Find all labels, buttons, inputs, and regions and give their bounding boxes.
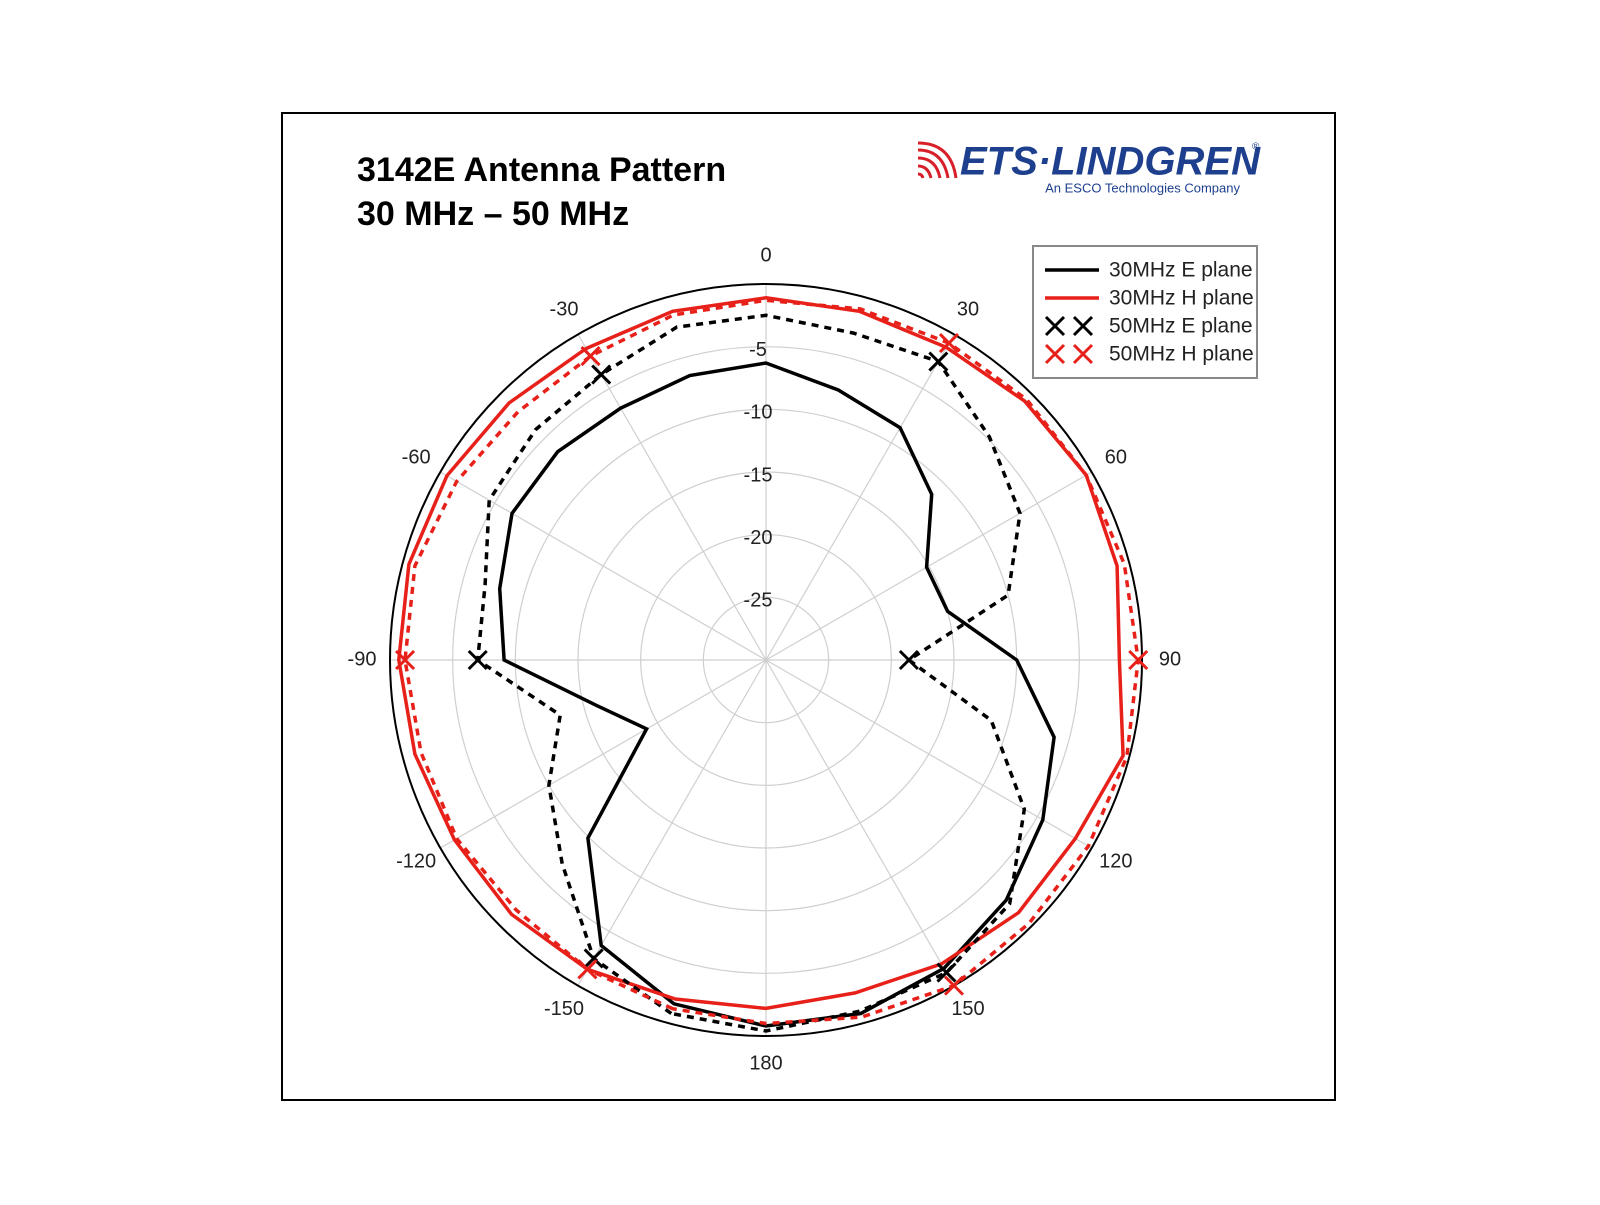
grid-spoke: [765, 471, 1092, 661]
theta-tick-label: -90: [348, 648, 377, 670]
theta-tick-label: 0: [760, 244, 771, 266]
series-marker: [943, 975, 965, 996]
series-marker: [928, 351, 949, 372]
theta-tick-label: -60: [402, 446, 431, 468]
legend-label: 50MHz E plane: [1109, 315, 1253, 338]
legend-marker: [1072, 343, 1094, 365]
series-marker: [577, 959, 598, 980]
theta-tick-label: 30: [957, 298, 979, 320]
series-line: [497, 361, 1056, 1028]
logo-name: ETS·LINDGREN: [960, 140, 1261, 184]
grid-spoke: [440, 659, 767, 849]
series-marker: [394, 649, 416, 671]
series-marker: [467, 649, 488, 671]
r-tick-label: -20: [744, 527, 773, 549]
series-line: [403, 298, 1140, 1026]
theta-tick-label: 120: [1099, 850, 1132, 872]
grid-spoke: [577, 334, 767, 661]
outer-circle: [389, 283, 1143, 1037]
legend-label: 30MHz H plane: [1109, 287, 1254, 310]
logo: ETS·LINDGREN ® An ESCO Technologies Comp…: [917, 140, 1261, 195]
r-tick-label: -15: [744, 464, 773, 486]
chart-subtitle: 30 MHz – 50 MHz: [357, 195, 629, 233]
series-marker: [898, 649, 919, 671]
logo-mark: ®: [1252, 142, 1260, 153]
series-marker: [936, 962, 957, 983]
grid-spoke: [765, 659, 955, 986]
chart-title: 3142E Antenna Pattern: [357, 151, 726, 189]
theta-tick-label: 150: [951, 998, 984, 1020]
theta-tick-label: 60: [1105, 446, 1127, 468]
legend: 30MHz E plane 30MHz H plane 50MHz E plane 5…: [1032, 245, 1258, 379]
r-tick-label: -25: [744, 590, 773, 612]
legend-marker: [1072, 315, 1094, 337]
series-marker: [1128, 649, 1149, 671]
series-marker: [591, 364, 612, 385]
series-line: [397, 296, 1125, 1011]
grid-spoke: [577, 659, 767, 986]
theta-tick-label: 180: [749, 1052, 782, 1074]
legend-marker: [1044, 343, 1066, 365]
series-marker: [938, 332, 960, 354]
series-line: [475, 313, 1027, 1033]
logo-swoosh: [917, 141, 958, 179]
grid-spoke: [765, 659, 1092, 849]
legend-label: 50MHz H plane: [1109, 343, 1254, 366]
legend-box: [1032, 245, 1258, 379]
r-tick-label: -10: [744, 402, 773, 424]
series-marker: [583, 948, 604, 969]
theta-tick-label: -30: [550, 298, 579, 320]
legend-marker: [1044, 315, 1066, 337]
theta-tick-label: -150: [544, 998, 584, 1020]
r-tick-label: -5: [749, 339, 767, 361]
series-marker: [580, 346, 601, 367]
grid-spoke: [440, 471, 767, 661]
grid-spoke: [765, 334, 955, 661]
theta-tick-label: 90: [1159, 648, 1181, 670]
logo-tagline: An ESCO Technologies Company: [1045, 180, 1240, 195]
theta-tick-label: -120: [396, 850, 436, 872]
plot: -5 -10 -15 -20 -25 0 30 60 90 120 150 180 -150 -120 -9…: [348, 244, 1182, 1074]
legend-label: 30MHz E plane: [1109, 259, 1253, 282]
